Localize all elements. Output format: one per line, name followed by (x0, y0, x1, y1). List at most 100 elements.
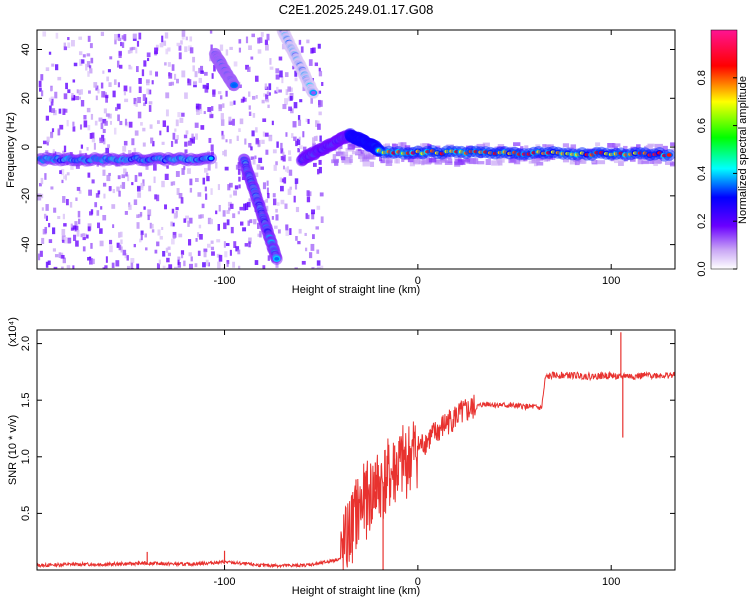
heatmap-noise-cell (282, 165, 285, 170)
heatmap-noise-cell (275, 261, 279, 268)
heatmap-noise-cell (107, 113, 112, 119)
heatmap-noise-cell (165, 48, 169, 55)
heatmap-noise-cell (317, 123, 321, 130)
heatmap-noise-cell (129, 86, 132, 93)
heatmap-noise-cell (102, 128, 106, 134)
heatmap-noise-cell (177, 112, 181, 118)
heatmap-noise-cell (102, 267, 106, 269)
heatmap-noise-cell (224, 149, 227, 157)
heatmap-noise-cell (275, 214, 279, 221)
heatmap-noise-cell (243, 203, 247, 211)
heatmap-noise-cell (136, 263, 140, 269)
heatmap-noise-cell (240, 98, 245, 103)
heatmap-noise-cell (121, 182, 126, 189)
heatmap-noise-cell (244, 138, 247, 145)
heatmap-noise-cell (120, 246, 123, 253)
heatmap-noise-cell (164, 204, 167, 210)
heatmap-noise-cell (292, 121, 297, 128)
heatmap-noise-cell (159, 43, 164, 48)
heatmap-noise-cell (58, 108, 62, 114)
spectrogram-x-tick-label: 100 (602, 275, 620, 287)
heatmap-noise-cell (265, 94, 269, 101)
heatmap-noise-cell (278, 89, 282, 93)
heatmap-noise-cell (187, 220, 190, 227)
heatmap-noise-cell (226, 262, 229, 267)
heatmap-noise-cell (314, 62, 319, 67)
heatmap-noise-cell (205, 259, 209, 266)
heatmap-noise-cell (86, 147, 89, 151)
heatmap-noise-cell (498, 160, 503, 166)
heatmap-noise-cell (197, 232, 200, 238)
heatmap-noise-cell (45, 215, 48, 221)
heatmap-noise-cell (121, 174, 126, 179)
snr-x-tick-label: 100 (602, 576, 620, 588)
heatmap-noise-cell (52, 248, 56, 252)
heatmap-noise-cell (127, 50, 131, 54)
heatmap-noise-cell (64, 108, 68, 113)
heatmap-noise-cell (542, 144, 547, 148)
snr-y-axis-title: SNR (10 * v/v) (7, 415, 19, 485)
heatmap-noise-cell (312, 47, 316, 54)
heatmap-noise-cell (141, 69, 145, 77)
heatmap-noise-cell (237, 168, 241, 175)
heatmap-noise-cell (145, 247, 148, 251)
heatmap-noise-cell (341, 156, 351, 163)
heatmap-noise-cell (662, 145, 668, 151)
heatmap-noise-cell (172, 235, 176, 239)
heatmap-noise-cell (300, 46, 304, 53)
heatmap-noise-cell (264, 132, 269, 137)
heatmap-noise-cell (174, 139, 178, 144)
heatmap-noise-cell (75, 164, 80, 169)
heatmap-noise-cell (173, 73, 177, 80)
heatmap-noise-cell (135, 101, 138, 107)
heatmap-noise-cell (202, 84, 207, 89)
heatmap-noise-cell (148, 185, 152, 192)
heatmap-noise-cell (117, 37, 122, 42)
heatmap-noise-cell (228, 116, 232, 122)
heatmap-noise-cell (40, 177, 44, 185)
heatmap-noise-cell (171, 208, 175, 214)
heatmap-noise-cell (184, 141, 188, 147)
heatmap-noise-cell (618, 161, 624, 166)
heatmap-noise-cell (195, 133, 198, 140)
heatmap-noise-cell (673, 144, 675, 151)
heatmap-noise-cell (87, 124, 91, 131)
heatmap-noise-cell (61, 239, 65, 243)
heatmap-noise-cell (87, 35, 91, 42)
heatmap-noise-cell (149, 70, 153, 76)
heatmap-noise-cell (125, 171, 128, 177)
heatmap-noise-cell (275, 208, 278, 213)
heatmap-noise-cell (210, 44, 213, 51)
heatmap-noise-cell (312, 142, 316, 148)
heatmap-noise-cell (99, 138, 104, 144)
heatmap-noise-cell (274, 225, 278, 229)
heatmap-noise-cell (78, 96, 81, 100)
heatmap-noise-cell (67, 42, 71, 49)
heatmap-noise-cell (87, 71, 90, 77)
heatmap-noise-cell (46, 136, 50, 143)
heatmap-noise-cell (345, 148, 355, 152)
heatmap-noise-cell (225, 90, 228, 97)
heatmap-noise-cell (150, 137, 154, 144)
heatmap-noise-cell (297, 240, 301, 245)
heatmap-noise-cell (596, 160, 606, 165)
spectrogram-y-axis-title: Frequency (Hz) (5, 112, 17, 188)
heatmap-noise-cell (213, 64, 216, 72)
heatmap-noise-cell (294, 182, 298, 190)
heatmap-noise-cell (315, 267, 319, 269)
heatmap-noise-cell (153, 164, 157, 171)
heatmap-noise-cell (67, 37, 70, 41)
snr-y-tick-label: 1.0 (20, 449, 32, 464)
heatmap-noise-cell (562, 159, 569, 163)
heatmap-noise-cell (283, 177, 287, 184)
heatmap-noise-cell (491, 160, 500, 166)
heatmap-noise-cell (117, 175, 121, 180)
heatmap-noise-cell (116, 186, 120, 192)
heatmap-noise-cell (623, 145, 628, 152)
heatmap-noise-cell (178, 233, 183, 238)
heatmap-noise-cell (195, 238, 198, 242)
heatmap-noise-cell (113, 79, 117, 85)
heatmap-noise-cell (165, 92, 170, 99)
heatmap-noise-cell (210, 240, 214, 244)
heatmap-noise-cell (508, 158, 517, 164)
